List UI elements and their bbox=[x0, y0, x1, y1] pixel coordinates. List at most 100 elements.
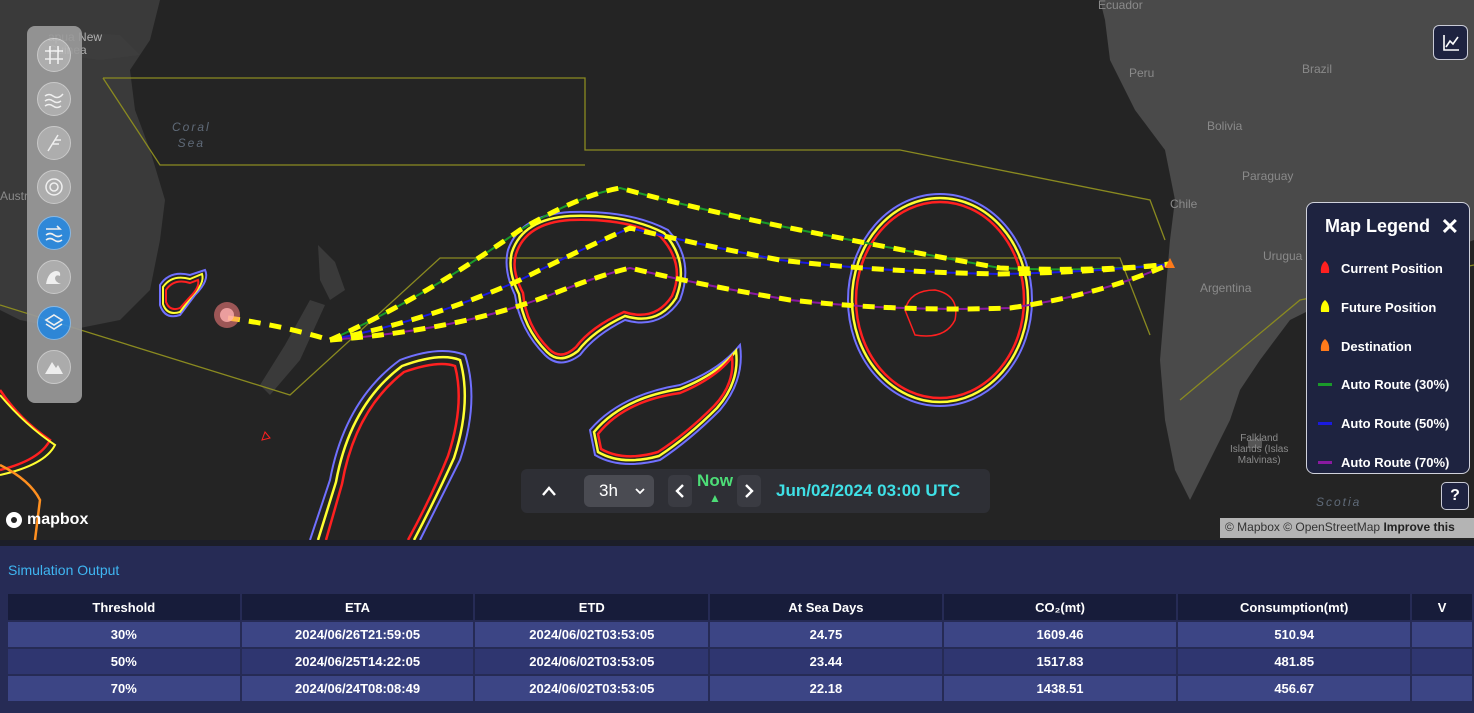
legend-item-auto-route-70: Auto Route (70%) bbox=[1317, 452, 1449, 472]
wave-tool-button[interactable] bbox=[37, 82, 71, 116]
table-row[interactable]: 50% 2024/06/25T14:22:05 2024/06/02T03:53… bbox=[8, 649, 1472, 674]
help-button[interactable]: ? bbox=[1441, 482, 1469, 510]
table-cell: 24.75 bbox=[710, 622, 942, 647]
legend-item-current-position: Current Position bbox=[1317, 258, 1443, 278]
label-coral-sea: Coral Sea bbox=[172, 120, 211, 150]
grid-tool-button[interactable] bbox=[37, 38, 71, 72]
falkland-land bbox=[1248, 438, 1262, 448]
map-layer-toolbar bbox=[27, 26, 82, 403]
chevron-left-icon bbox=[675, 484, 684, 498]
column-header[interactable]: ETD bbox=[475, 594, 709, 620]
table-cell: 70% bbox=[8, 676, 240, 701]
label-brazil: Brazil bbox=[1302, 62, 1333, 76]
table-cell: 2024/06/02T03:53:05 bbox=[475, 649, 709, 674]
label-paraguay: Paraguay bbox=[1242, 169, 1294, 183]
table-cell: 22.18 bbox=[710, 676, 942, 701]
current-time-display: Jun/02/2024 03:00 UTC bbox=[776, 481, 961, 500]
mapbox-logo[interactable]: mapbox bbox=[6, 511, 88, 529]
simulation-table: Threshold ETA ETD At Sea Days CO₂(mt) Co… bbox=[6, 592, 1474, 703]
destination-marker bbox=[1165, 258, 1175, 268]
zone-boundary-2 bbox=[102, 77, 585, 166]
legend-item-label: Auto Route (70%) bbox=[1341, 454, 1450, 470]
red-marker-icon bbox=[1320, 261, 1330, 273]
label-ecuador: Ecuador bbox=[1098, 0, 1143, 12]
previous-time-button[interactable] bbox=[668, 475, 692, 507]
auto-route-70 bbox=[329, 263, 1171, 341]
mapbox-logo-text: mapbox bbox=[27, 511, 89, 528]
map-attribution: © Mapbox © OpenStreetMap Improve this bbox=[1220, 518, 1474, 538]
legend-item-destination: Destination bbox=[1317, 336, 1412, 356]
label-australia: Austr bbox=[0, 189, 29, 203]
weather-contour-right bbox=[847, 193, 1033, 407]
next-time-button[interactable] bbox=[737, 475, 761, 507]
table-cell: 1609.46 bbox=[943, 622, 1177, 647]
legend-item-auto-route-30: Auto Route (30%) bbox=[1317, 374, 1449, 394]
zone-boundary-3 bbox=[0, 257, 1151, 396]
legend-item-label: Auto Route (30%) bbox=[1341, 376, 1450, 392]
table-cell: 2024/06/25T14:22:05 bbox=[241, 649, 474, 674]
time-step-select[interactable]: 3h bbox=[584, 475, 654, 507]
table-cell: 1517.83 bbox=[943, 649, 1177, 674]
table-row[interactable]: 30% 2024/06/26T21:59:05 2024/06/02T03:53… bbox=[8, 622, 1472, 647]
column-header[interactable]: At Sea Days bbox=[710, 594, 942, 620]
legend-title: Map Legend bbox=[1325, 216, 1431, 236]
legend-item-auto-route-50: Auto Route (50%) bbox=[1317, 413, 1449, 433]
column-header[interactable]: Threshold bbox=[8, 594, 240, 620]
auto-route-30 bbox=[329, 186, 1171, 341]
table-header-row: Threshold ETA ETD At Sea Days CO₂(mt) Co… bbox=[8, 594, 1472, 620]
table-row[interactable]: 70% 2024/06/24T08:08:49 2024/06/02T03:53… bbox=[8, 676, 1472, 701]
line-chart-icon bbox=[1442, 34, 1459, 51]
map-view[interactable]: Ecuador apua New Guinea Peru Brazil Boli… bbox=[0, 0, 1474, 540]
wind-tool-button[interactable] bbox=[37, 126, 71, 160]
label-falkland: Falkland Islands (Islas Malvinas) bbox=[1230, 433, 1289, 466]
expand-timeline-button[interactable] bbox=[535, 477, 563, 505]
time-step-value: 3h bbox=[599, 481, 618, 500]
new-zealand-north bbox=[318, 245, 345, 300]
cyclone-tool-button[interactable] bbox=[37, 170, 71, 204]
column-header[interactable]: ETA bbox=[241, 594, 474, 620]
future-position-track-70 bbox=[329, 261, 1172, 343]
grid-icon bbox=[45, 46, 63, 64]
legend-close-button[interactable]: ✕ bbox=[1440, 214, 1459, 239]
label-uruguay: Urugua bbox=[1263, 249, 1303, 263]
legend-item-label: Auto Route (50%) bbox=[1341, 415, 1450, 431]
table-cell: 481.85 bbox=[1178, 649, 1411, 674]
weather-contour-left bbox=[505, 210, 687, 364]
legend-item-future-position: Future Position bbox=[1317, 297, 1436, 317]
zone-boundary bbox=[103, 77, 1166, 241]
table-cell: 456.67 bbox=[1178, 676, 1411, 701]
weather-contour-south bbox=[0, 350, 473, 540]
blue-line-swatch bbox=[1318, 421, 1332, 425]
layers-icon bbox=[44, 314, 64, 330]
swell-tool-button[interactable] bbox=[37, 260, 71, 294]
table-cell: 30% bbox=[8, 622, 240, 647]
improve-map-link[interactable]: Improve this bbox=[1383, 520, 1455, 534]
now-button[interactable]: Now ▲ bbox=[693, 471, 737, 505]
column-header[interactable]: CO₂(mt) bbox=[943, 594, 1177, 620]
chart-toggle-button[interactable] bbox=[1433, 25, 1468, 60]
current-tool-button[interactable] bbox=[37, 216, 71, 250]
purple-line-swatch bbox=[1318, 460, 1332, 464]
attribution-text[interactable]: © Mapbox © OpenStreetMap bbox=[1225, 520, 1381, 534]
mapbox-logo-icon bbox=[6, 512, 22, 528]
column-header[interactable]: V bbox=[1412, 594, 1472, 620]
mountain-icon bbox=[45, 362, 63, 374]
label-argentina: Argentina bbox=[1200, 281, 1252, 295]
orange-marker-icon bbox=[1320, 339, 1330, 351]
column-header[interactable]: Consumption(mt) bbox=[1178, 594, 1411, 620]
new-zealand-south bbox=[260, 300, 325, 395]
chevron-right-icon bbox=[745, 484, 754, 498]
layers-tool-button[interactable] bbox=[37, 306, 71, 340]
table-cell bbox=[1412, 622, 1472, 647]
simulation-output-title: Simulation Output bbox=[8, 562, 120, 578]
triangle-up-icon: ▲ bbox=[709, 491, 721, 505]
legend-item-label: Destination bbox=[1341, 338, 1412, 354]
time-control-bar: 3h Now ▲ Jun/02/2024 03:00 UTC bbox=[521, 469, 990, 513]
future-position-track-30 bbox=[328, 185, 1171, 343]
now-label: Now bbox=[697, 471, 733, 490]
chevron-up-icon bbox=[542, 486, 556, 496]
ice-tool-button[interactable] bbox=[37, 350, 71, 384]
table-cell: 23.44 bbox=[710, 649, 942, 674]
legend-item-label: Future Position bbox=[1341, 299, 1437, 315]
label-bolivia: Bolivia bbox=[1207, 119, 1243, 133]
